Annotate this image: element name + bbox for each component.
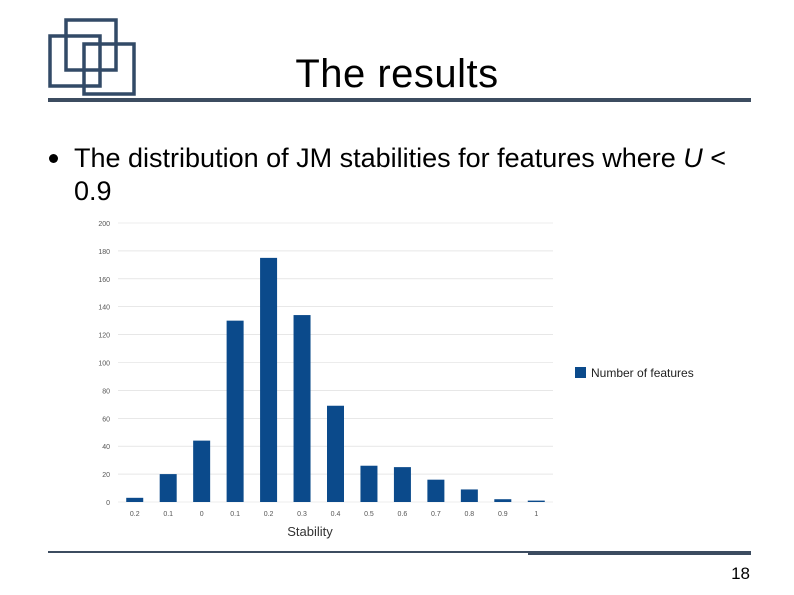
x-tick-label: 0 bbox=[200, 511, 204, 518]
y-tick-label: 40 bbox=[102, 444, 110, 451]
bar bbox=[159, 474, 177, 502]
bullet-text: The distribution of JM stabilities for f… bbox=[74, 142, 734, 208]
legend-label: Number of features bbox=[591, 366, 694, 380]
y-tick-label: 200 bbox=[98, 221, 110, 228]
bar bbox=[393, 467, 411, 502]
bar bbox=[327, 405, 344, 502]
x-tick-label: 0.1 bbox=[230, 511, 240, 518]
bar bbox=[260, 257, 278, 502]
bullet-text-start: The distribution of JM stabilities for f… bbox=[74, 143, 684, 173]
x-tick-label: 0.5 bbox=[364, 511, 374, 518]
x-tick-label: 0.8 bbox=[464, 511, 474, 518]
y-tick-label: 120 bbox=[98, 333, 110, 340]
x-tick-label: 0.2 bbox=[130, 511, 140, 518]
bullet-variable: U bbox=[683, 143, 703, 173]
slide-title: The results bbox=[295, 52, 499, 96]
footer-divider-highlight bbox=[48, 553, 528, 555]
y-tick-label: 160 bbox=[98, 277, 110, 284]
page-number: 18 bbox=[731, 564, 750, 583]
x-tick-label: 0.9 bbox=[498, 511, 508, 518]
x-tick-label: 0.4 bbox=[331, 511, 341, 518]
x-tick-label: 0.1 bbox=[163, 511, 173, 518]
legend-swatch bbox=[575, 367, 586, 378]
bar bbox=[494, 499, 512, 502]
bullet-text-end: < 0.9 bbox=[74, 143, 727, 206]
bullet-point-icon bbox=[49, 154, 58, 163]
bar bbox=[193, 440, 211, 502]
bar bbox=[126, 497, 144, 502]
y-tick-label: 100 bbox=[98, 361, 110, 368]
bar bbox=[460, 489, 478, 502]
y-tick-label: 80 bbox=[102, 388, 110, 395]
bar bbox=[360, 465, 378, 502]
x-tick-label: 1 bbox=[534, 511, 538, 518]
bar bbox=[427, 479, 445, 502]
x-tick-label: 0.2 bbox=[264, 511, 274, 518]
y-tick-label: 0 bbox=[106, 500, 110, 507]
x-axis-label: Stability bbox=[287, 524, 333, 539]
y-tick-label: 180 bbox=[98, 249, 110, 256]
logo bbox=[48, 18, 136, 96]
bar bbox=[226, 320, 244, 502]
x-tick-label: 0.3 bbox=[297, 511, 307, 518]
x-tick-label: 0.6 bbox=[398, 511, 408, 518]
title-divider bbox=[48, 98, 751, 102]
x-tick-label: 0.7 bbox=[431, 511, 441, 518]
bar bbox=[527, 500, 545, 502]
bar bbox=[293, 315, 311, 502]
y-tick-label: 20 bbox=[102, 472, 110, 479]
y-tick-label: 140 bbox=[98, 305, 110, 312]
y-tick-label: 60 bbox=[102, 416, 110, 423]
